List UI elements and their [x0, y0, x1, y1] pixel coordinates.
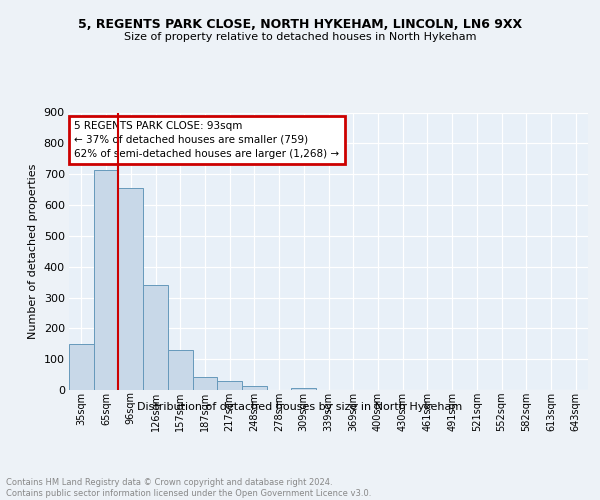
Text: Contains HM Land Registry data © Crown copyright and database right 2024.
Contai: Contains HM Land Registry data © Crown c… — [6, 478, 371, 498]
Text: Distribution of detached houses by size in North Hykeham: Distribution of detached houses by size … — [137, 402, 463, 412]
Text: 5, REGENTS PARK CLOSE, NORTH HYKEHAM, LINCOLN, LN6 9XX: 5, REGENTS PARK CLOSE, NORTH HYKEHAM, LI… — [78, 18, 522, 30]
Bar — [217, 381, 242, 390]
Bar — [118, 188, 143, 390]
Bar — [143, 285, 168, 390]
Bar — [168, 350, 193, 390]
Text: 5 REGENTS PARK CLOSE: 93sqm
← 37% of detached houses are smaller (759)
62% of se: 5 REGENTS PARK CLOSE: 93sqm ← 37% of det… — [74, 121, 340, 159]
Bar — [193, 377, 217, 390]
Bar — [292, 388, 316, 390]
Y-axis label: Number of detached properties: Number of detached properties — [28, 164, 38, 339]
Bar — [69, 344, 94, 390]
Bar — [242, 386, 267, 390]
Bar — [94, 170, 118, 390]
Text: Size of property relative to detached houses in North Hykeham: Size of property relative to detached ho… — [124, 32, 476, 42]
